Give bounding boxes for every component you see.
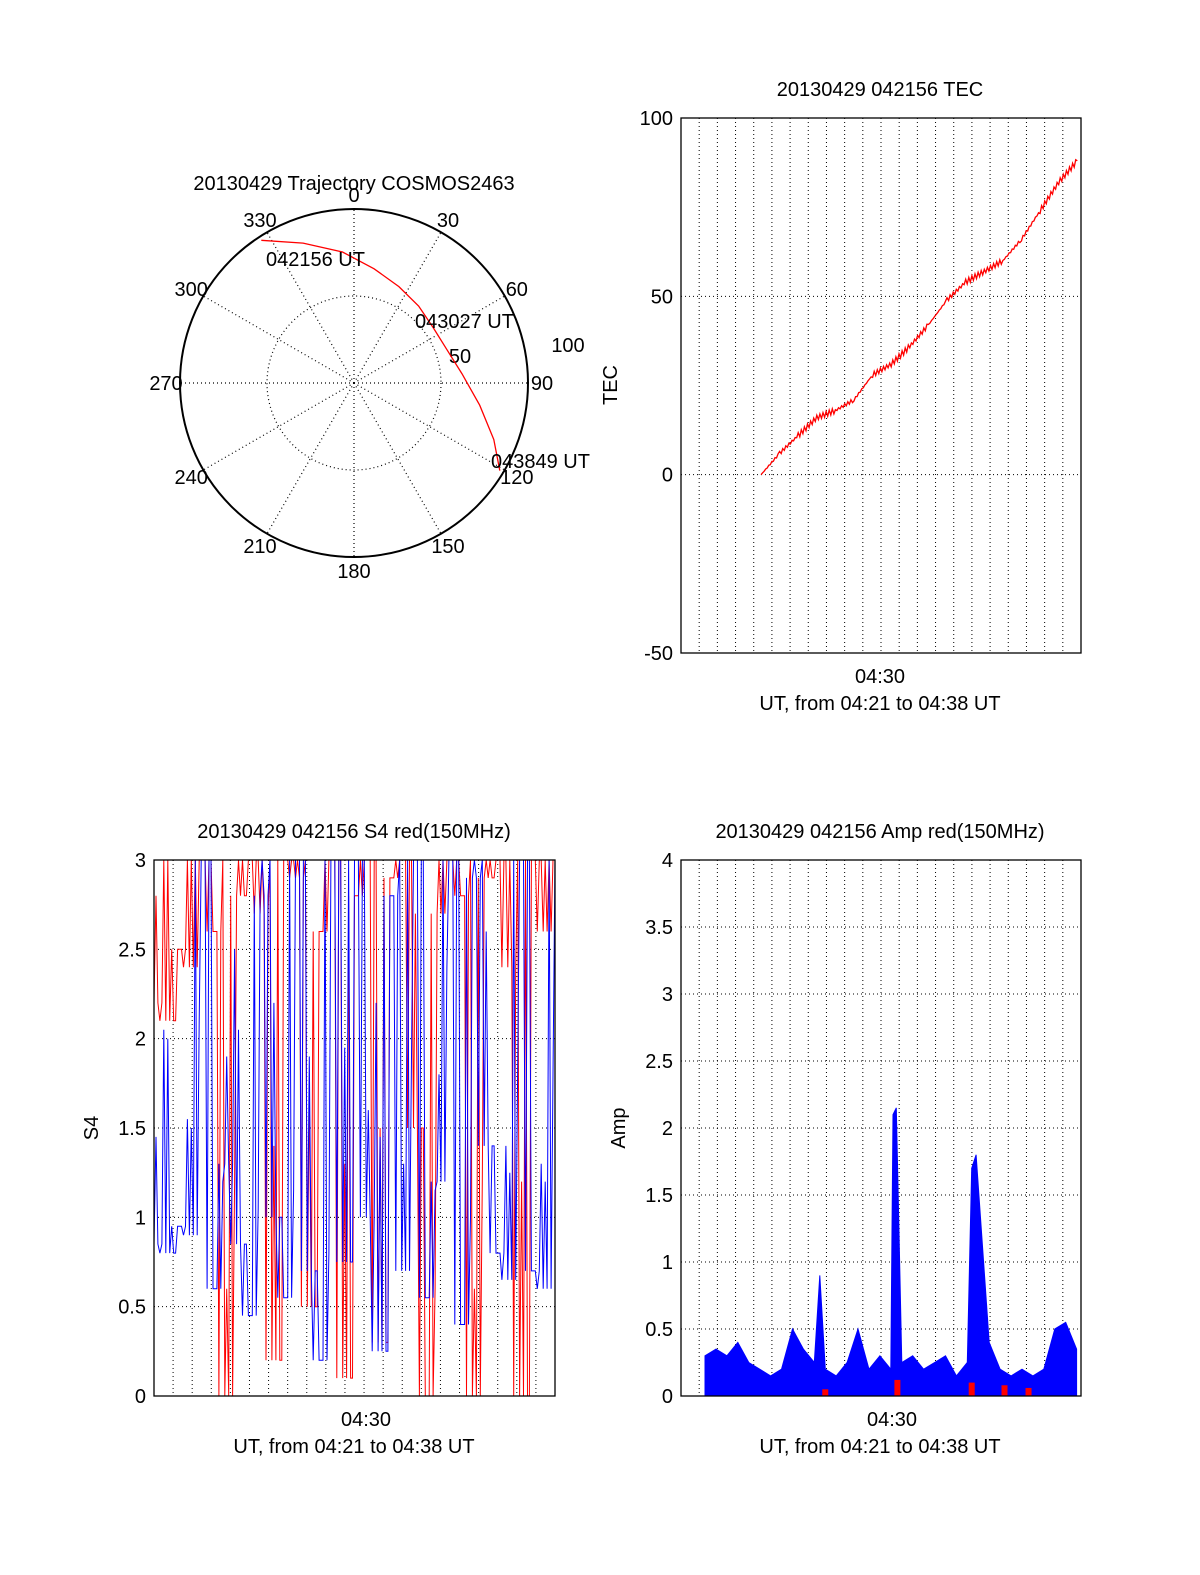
azimuth-spoke-240 (203, 382, 355, 471)
tec-axes-frame (680, 117, 1082, 654)
azimuth-spoke-300 (203, 295, 355, 384)
p4-y-tick-1.5: 1.5 (645, 1185, 673, 1207)
azimuth-label-300: 300 (174, 279, 207, 301)
p2-y-tick-100: 100 (640, 108, 673, 130)
s4-axes-frame (153, 859, 556, 1397)
tec-plot: 20130429 042156 TEC -50 0 50 100 04:30 UT, … (600, 79, 1082, 715)
s4-plot: 20130429 042156 S4 red(150MHz) 0 0.5 1 1.5 2… (81, 821, 556, 1458)
amp-title: 20130429 042156 Amp red(150MHz) (715, 821, 1044, 843)
amp-red-mark-0 (822, 1389, 829, 1396)
trajectory-start-annotation: 042156 UT (266, 249, 365, 271)
amp-y-ticks: 0 0.5 1 1.5 2 2.5 3 3.5 4 (645, 850, 673, 1408)
s4-y-axis-label: S4 (81, 1116, 103, 1140)
amp-series (704, 1107, 1078, 1397)
amp-red-mark-2 (968, 1382, 975, 1396)
polar-title: 20130429 Trajectory COSMOS2463 (193, 173, 514, 195)
amp-red-mark-1 (894, 1379, 901, 1396)
azimuth-label-240: 240 (174, 467, 207, 489)
azimuth-label-150: 150 (431, 536, 464, 558)
p2-y-tick-0: 0 (662, 465, 673, 487)
amp-red-mark-4 (1025, 1387, 1032, 1396)
tec-y-ticks: -50 0 50 100 (640, 108, 673, 665)
p2-y-tick--50: -50 (644, 643, 673, 665)
p3-y-tick-0.5: 0.5 (118, 1297, 146, 1319)
polar-grid (180, 209, 528, 557)
p3-y-tick-2: 2 (135, 1029, 146, 1051)
tec-series (760, 158, 1078, 476)
amp-area-0 (704, 1107, 1078, 1397)
polar-outer-circle (179, 208, 529, 558)
p4-y-tick-0: 0 (662, 1386, 673, 1408)
p4-y-tick-3.5: 3.5 (645, 917, 673, 939)
amp-y-axis-label: Amp (608, 1107, 630, 1148)
azimuth-label-180: 180 (337, 561, 370, 583)
azimuth-spoke-210 (266, 382, 355, 534)
azimuth-label-90: 90 (531, 373, 553, 395)
amp-x-axis-label: UT, from 04:21 to 04:38 UT (759, 1436, 1000, 1458)
s4-line-1 (153, 859, 556, 1361)
p4-y-tick-2: 2 (662, 1118, 673, 1140)
p4-y-tick-4: 4 (662, 850, 673, 872)
p3-y-tick-2.5: 2.5 (118, 939, 146, 961)
azimuth-label-210: 210 (243, 536, 276, 558)
trajectory-series (261, 239, 501, 471)
azimuth-spoke-120 (353, 382, 505, 471)
p3-y-tick-0: 0 (135, 1386, 146, 1408)
s4-x-axis-label: UT, from 04:21 to 04:38 UT (233, 1436, 474, 1458)
radial-label-100: 100 (551, 335, 584, 357)
polar-trajectory-plot: 20130429 Trajectory COSMOS2463 0 30 60 90 12… (149, 173, 590, 583)
amp-x-tick-label: 04:30 (867, 1409, 917, 1431)
s4-y-ticks: 0 0.5 1 1.5 2 2.5 3 (118, 850, 146, 1408)
azimuth-label-30: 30 (437, 210, 459, 232)
tec-x-axis-label: UT, from 04:21 to 04:38 UT (759, 693, 1000, 715)
p2-y-tick-50: 50 (651, 286, 673, 308)
trajectory-mid-annotation: 043027 UT (415, 311, 514, 333)
tec-line-0 (760, 158, 1078, 476)
azimuth-spoke-30 (353, 232, 442, 384)
trajectory-line-0 (261, 239, 501, 471)
azimuth-spoke-330 (266, 232, 355, 384)
s4-title: 20130429 042156 S4 red(150MHz) (197, 821, 511, 843)
amp-plot: 20130429 042156 Amp red(150MHz) 0 0.5 1 1.5… (608, 821, 1082, 1458)
p4-y-tick-1: 1 (662, 1252, 673, 1274)
p4-y-tick-3: 3 (662, 984, 673, 1006)
amp-red-mark-3 (1001, 1385, 1008, 1396)
p4-y-tick-0.5: 0.5 (645, 1319, 673, 1341)
azimuth-label-60: 60 (506, 279, 528, 301)
azimuth-label-330: 330 (243, 210, 276, 232)
p3-y-tick-3: 3 (135, 850, 146, 872)
azimuth-label-0: 0 (348, 185, 359, 207)
p3-y-tick-1: 1 (135, 1207, 146, 1229)
trajectory-end-annotation: 043849 UT (491, 451, 590, 473)
azimuth-spoke-60 (353, 295, 505, 384)
tec-x-tick-label: 04:30 (855, 666, 905, 688)
p4-y-tick-2.5: 2.5 (645, 1051, 673, 1073)
azimuth-label-270: 270 (149, 373, 182, 395)
azimuth-spoke-150 (353, 382, 442, 534)
p3-y-tick-1.5: 1.5 (118, 1118, 146, 1140)
azimuth-label-120: 120 (500, 467, 533, 489)
amp-grid (681, 860, 1081, 1396)
tec-y-axis-label: TEC (600, 365, 622, 405)
amp-axes-frame (680, 859, 1082, 1397)
s4-x-tick-label: 04:30 (341, 1409, 391, 1431)
tec-grid (681, 118, 1081, 653)
tec-title: 20130429 042156 TEC (777, 79, 983, 101)
polar-inner-circle (266, 295, 442, 471)
azimuth-labels: 0 30 60 90 120 150 180 210 240 270 300 330 (149, 185, 553, 583)
